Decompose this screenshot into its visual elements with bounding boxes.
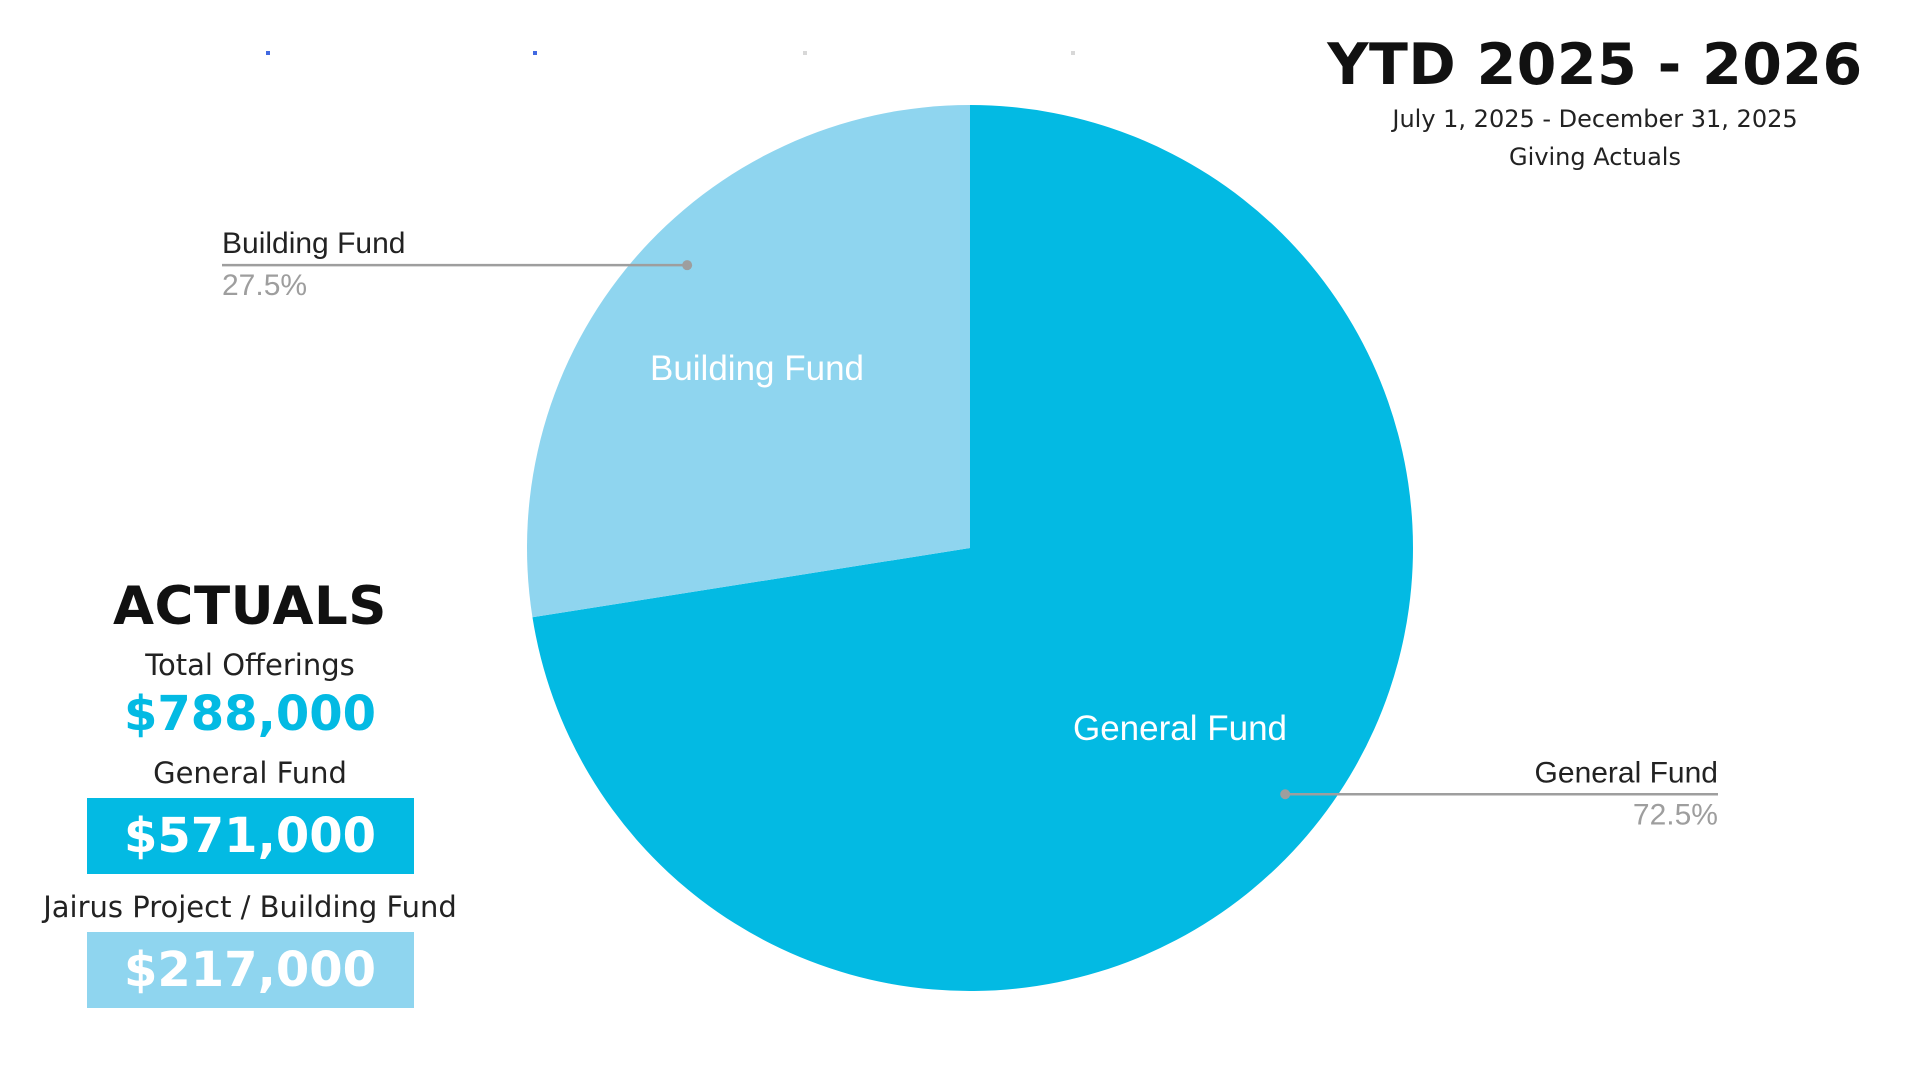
chart-title: YTD 2025 - 2026: [1327, 32, 1863, 98]
chart-subtitle: Giving Actuals: [1509, 143, 1681, 171]
general-fund-value: $571,000: [86, 798, 414, 874]
callout-label-general-fund: General Fund: [1535, 756, 1718, 789]
callout-percent-general-fund: 72.5%: [1633, 798, 1718, 831]
building-fund-label: Jairus Project / Building Fund: [43, 890, 457, 924]
total-offerings-value: $788,000: [123, 686, 377, 742]
pie-inside-label-building-fund: Building Fund: [650, 349, 864, 388]
chart-header: YTD 2025 - 2026 July 1, 2025 - December …: [1290, 30, 1900, 176]
decor-dot: [1340, 51, 1344, 55]
general-fund-label: General Fund: [153, 756, 347, 790]
decor-dot: [533, 51, 537, 55]
date-range: July 1, 2025 - December 31, 2025: [1392, 105, 1798, 133]
total-offerings-label: Total Offerings: [145, 648, 355, 682]
pie-slice-building-fund: [526, 105, 970, 618]
leader-dot-building-fund: [682, 260, 693, 271]
callout-percent-building-fund: 27.5%: [222, 269, 307, 302]
decor-dot: [1071, 51, 1075, 55]
leader-dot-general-fund: [1280, 789, 1291, 800]
decor-dot: [266, 51, 270, 55]
actuals-panel: ACTUALS Total Offerings $788,000 General…: [40, 570, 460, 1020]
building-fund-value: $217,000: [86, 932, 414, 1008]
actuals-heading: ACTUALS: [113, 576, 387, 637]
pie-slice-general-fund: [532, 105, 1413, 991]
decor-dot: [803, 51, 807, 55]
callout-label-building-fund: Building Fund: [222, 227, 405, 260]
pie-inside-label-general-fund: General Fund: [1073, 709, 1287, 748]
